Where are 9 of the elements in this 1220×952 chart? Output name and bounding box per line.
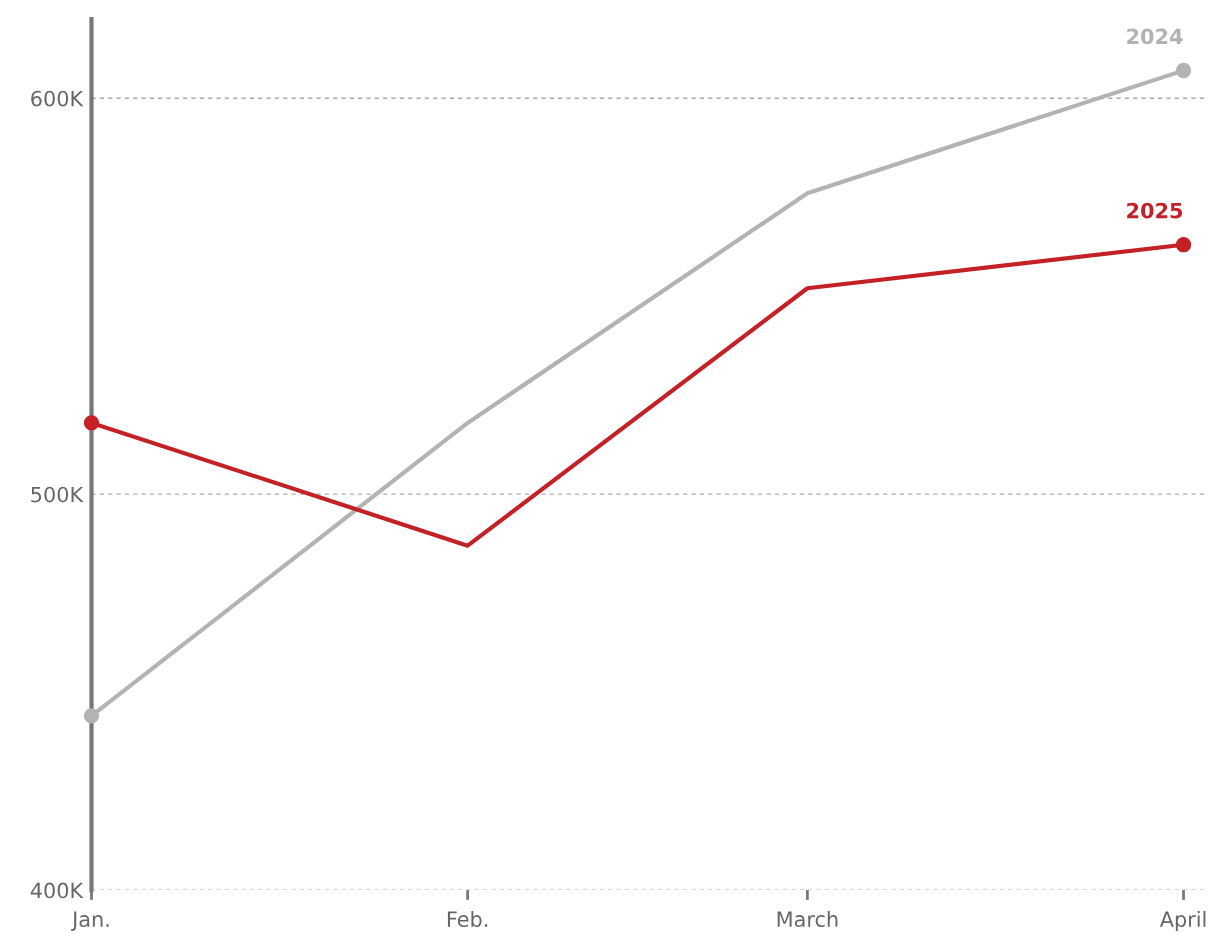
x-tick-label: April <box>1159 910 1206 932</box>
y-tick-label: 600K <box>31 90 84 107</box>
y-tick-label: 500K <box>31 486 84 503</box>
x-tick-label: March <box>777 910 838 928</box>
x-tick-label: Jan. <box>71 911 109 931</box>
series-label: 2024 <box>1127 28 1183 45</box>
y-tick-label: 400K <box>30 882 84 899</box>
x-tick-label: Feb. <box>447 910 488 928</box>
series-label: 2025 <box>1127 202 1183 219</box>
